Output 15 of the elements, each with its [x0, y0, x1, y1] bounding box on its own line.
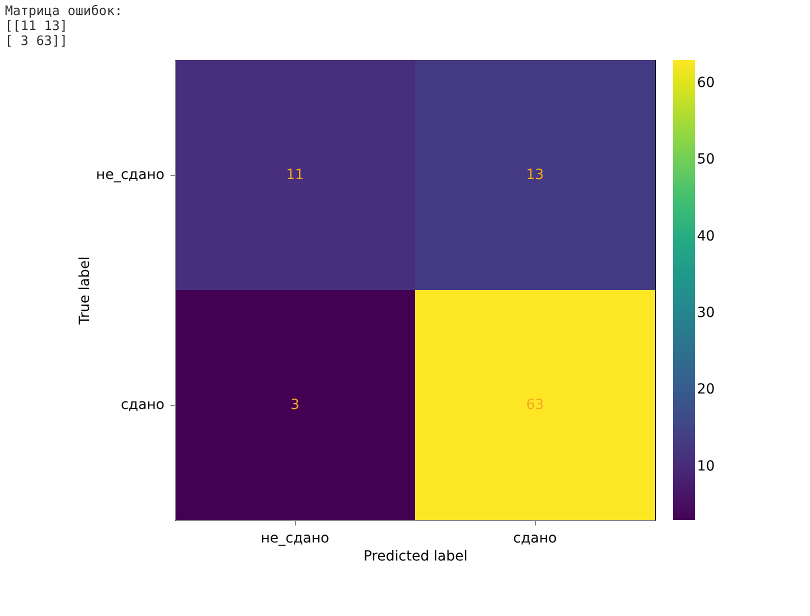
data-label: 11 — [286, 167, 304, 183]
color-bar-label: 50 — [697, 152, 715, 168]
x-axis-title: Predicted label — [363, 548, 468, 564]
color-bar-label: 40 — [697, 228, 715, 244]
y-axis-title: True label — [77, 256, 94, 326]
text: Матрица ошибок: — [5, 4, 122, 19]
data-label: 63 — [526, 397, 544, 413]
color-bar-label: 30 — [697, 305, 715, 321]
color-bar-label: 10 — [697, 458, 715, 474]
data-label: 3 — [290, 397, 300, 413]
color-bar-label: 60 — [697, 75, 715, 91]
color-bar-label: 20 — [697, 382, 715, 398]
text: [ 3 63]] — [5, 34, 68, 49]
text: [[11 13] — [5, 19, 68, 34]
data-label: 13 — [526, 167, 544, 183]
